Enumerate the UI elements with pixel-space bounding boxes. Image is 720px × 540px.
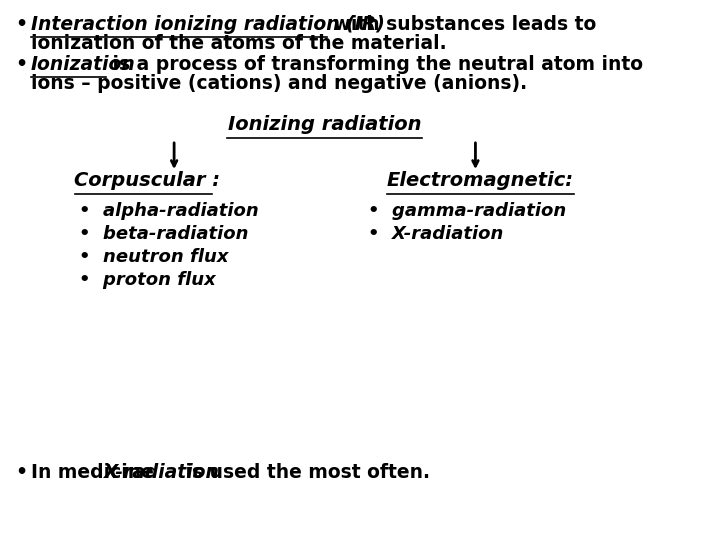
Text: Ionization: Ionization xyxy=(31,55,135,74)
Text: ionization of the atoms of the material.: ionization of the atoms of the material. xyxy=(31,34,446,53)
Text: X-radiation: X-radiation xyxy=(104,463,220,482)
Text: •  alpha-radiation: • alpha-radiation xyxy=(79,202,259,220)
Text: •  gamma-radiation: • gamma-radiation xyxy=(368,202,567,220)
Text: Corpuscular :: Corpuscular : xyxy=(74,171,220,190)
Text: is used the most often.: is used the most often. xyxy=(179,463,430,482)
Text: •: • xyxy=(17,55,35,74)
Text: •  neutron flux: • neutron flux xyxy=(79,248,229,266)
Text: •: • xyxy=(17,463,35,482)
Text: In medicine: In medicine xyxy=(31,463,160,482)
Text: with substances leads to: with substances leads to xyxy=(327,15,596,34)
Text: ions – positive (cations) and negative (anions).: ions – positive (cations) and negative (… xyxy=(31,74,527,93)
Text: •  beta-radiation: • beta-radiation xyxy=(79,225,249,243)
Text: Ionizing radiation: Ionizing radiation xyxy=(228,115,421,134)
Text: •  X-radiation: • X-radiation xyxy=(368,225,503,243)
Text: Interaction ionizing radiation (IR): Interaction ionizing radiation (IR) xyxy=(31,15,384,34)
Text: Electromagnetic:: Electromagnetic: xyxy=(387,171,573,190)
Text: is a process of transforming the neutral atom into: is a process of transforming the neutral… xyxy=(107,55,644,74)
Text: •  proton flux: • proton flux xyxy=(79,271,216,289)
Text: •: • xyxy=(17,15,35,34)
